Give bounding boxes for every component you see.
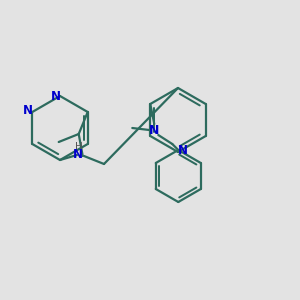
Text: N: N: [178, 145, 188, 158]
Text: N: N: [23, 104, 33, 118]
Text: N: N: [51, 91, 61, 103]
Text: N: N: [149, 124, 160, 136]
Text: H: H: [75, 142, 83, 152]
Text: N: N: [73, 148, 83, 160]
